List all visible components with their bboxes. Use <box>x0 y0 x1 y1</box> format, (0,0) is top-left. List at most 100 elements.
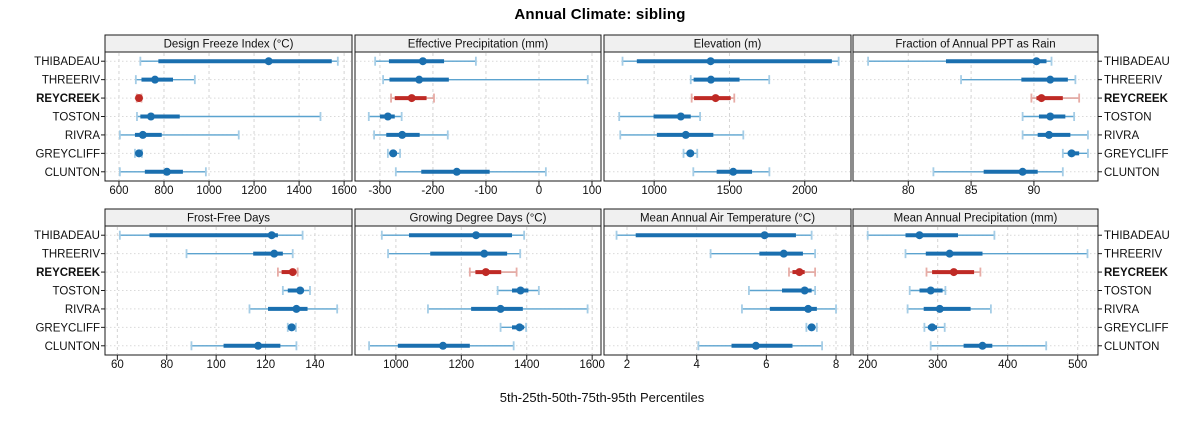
median-dot <box>978 341 987 350</box>
panel-design-freeze-index-c: 600 800 1000 1200 1400 1600 Design Freeze Inde… <box>104 34 357 197</box>
median-dot <box>162 167 171 176</box>
percentile-glyph-rivra <box>248 304 339 314</box>
x-tick-label: -200 <box>421 185 444 197</box>
median-dot <box>270 249 279 258</box>
median-dot <box>516 286 525 295</box>
median-dot <box>676 112 685 121</box>
percentile-glyph-reycreek <box>788 267 817 277</box>
median-dot <box>146 112 155 121</box>
site-label-right: GREYCLIFF <box>1104 322 1169 334</box>
percentile-glyph-toston <box>281 286 311 295</box>
median-dot <box>407 94 416 103</box>
median-dot <box>398 130 407 139</box>
median-dot <box>296 286 305 295</box>
site-label-left: GREYCLIFF <box>35 148 100 160</box>
panel-strip-title: Effective Precipitation (mm) <box>408 39 549 51</box>
percentile-glyph-thibadeau <box>867 56 1053 66</box>
x-tick-label: 60 <box>111 359 124 371</box>
site-label-right: TOSTON <box>1104 112 1152 124</box>
x-tick-label: 140 <box>305 359 324 371</box>
median-dot <box>1046 75 1055 84</box>
x-tick-label: 1500 <box>717 185 743 197</box>
percentile-glyph-rivra <box>619 130 745 140</box>
site-label-right: RIVRA <box>1104 130 1139 142</box>
panel-growing-degree-days-c: 1000 1200 1400 1600 Growing Degree Days (°C) <box>354 208 605 371</box>
x-tick-label: -100 <box>474 185 497 197</box>
percentile-glyph-threeriv <box>382 75 589 85</box>
median-dot <box>928 323 937 332</box>
panel-strip <box>603 34 852 53</box>
median-dot <box>134 149 143 158</box>
site-label-right: CLUNTON <box>1104 341 1159 353</box>
site-label-right: GREYCLIFF <box>1104 148 1169 160</box>
percentile-glyph-clunton <box>697 341 823 351</box>
percentile-glyph-clunton <box>929 341 1048 351</box>
percentile-glyph-reycreek <box>925 267 982 277</box>
median-dot <box>706 75 715 84</box>
median-dot <box>926 286 935 295</box>
percentile-glyph-threeriv <box>134 75 196 85</box>
percentile-glyph-toston <box>136 112 322 121</box>
panel-strip-title: Mean Annual Precipitation (mm) <box>894 213 1058 225</box>
x-tick-label: 800 <box>154 185 173 197</box>
percentile-glyph-thibadeau <box>380 230 526 240</box>
x-tick-label: 1600 <box>579 359 605 371</box>
panel-strip-title: Elevation (m) <box>694 39 762 51</box>
x-tick-label: 500 <box>1068 359 1087 371</box>
percentile-glyph-greycliff <box>805 322 818 332</box>
x-tick-label: 200 <box>858 359 877 371</box>
panel-strip <box>852 208 1099 227</box>
percentile-glyph-reycreek <box>134 93 143 103</box>
x-tick-label: 1200 <box>241 185 267 197</box>
median-dot <box>415 75 424 84</box>
x-tick-label: 1200 <box>449 359 475 371</box>
site-label-left: THREERIV <box>42 75 100 87</box>
median-dot <box>292 304 301 313</box>
percentile-glyph-reycreek <box>1030 93 1081 103</box>
median-dot <box>686 149 695 158</box>
site-label-left: TOSTON <box>53 286 101 298</box>
median-dot <box>949 268 958 277</box>
median-dot <box>472 231 481 240</box>
median-dot <box>254 341 263 350</box>
percentile-glyph-thibadeau <box>374 56 477 66</box>
median-dot <box>438 341 447 350</box>
x-tick-label: 90 <box>1028 185 1041 197</box>
median-dot <box>138 130 147 139</box>
x-tick-label: 0 <box>536 185 542 197</box>
site-label-right: REYCREEK <box>1104 93 1169 105</box>
median-dot <box>1032 57 1041 66</box>
site-label-left: GREYCLIFF <box>35 322 100 334</box>
median-dot <box>452 167 461 176</box>
panel-mean-annual-precipitation-mm: 200 300 400 500 Mean Annual Precipitation (m… <box>852 208 1099 371</box>
site-label-left: RIVRA <box>65 304 100 316</box>
percentile-glyph-threeriv <box>185 249 294 259</box>
site-label-left: THIBADEAU <box>34 230 100 242</box>
site-label-right: THIBADEAU <box>1104 230 1170 242</box>
percentile-glyph-toston <box>908 286 947 295</box>
percentile-glyph-greycliff <box>499 322 527 332</box>
median-dot <box>795 268 804 277</box>
x-tick-label: 300 <box>928 359 947 371</box>
median-dot <box>935 304 944 313</box>
percentile-glyph-rivra <box>118 130 240 140</box>
x-tick-label: 100 <box>207 359 226 371</box>
percentile-glyph-thibadeau <box>118 230 304 240</box>
panel-strip-title: Growing Degree Days (°C) <box>410 213 547 225</box>
median-dot <box>288 268 297 277</box>
percentile-glyph-greycliff <box>134 148 143 158</box>
percentile-glyph-clunton <box>118 167 207 177</box>
percentile-glyph-toston <box>1021 112 1076 121</box>
site-label-right: RIVRA <box>1104 304 1139 316</box>
x-tick-label: 1600 <box>331 185 357 197</box>
x-tick-label: 2000 <box>792 185 818 197</box>
site-label-left: CLUNTON <box>45 167 100 179</box>
median-dot <box>681 130 690 139</box>
site-label-left: THIBADEAU <box>34 56 100 68</box>
x-tick-label: 2 <box>624 359 630 371</box>
percentile-glyph-greycliff <box>386 148 401 158</box>
x-tick-label: 600 <box>109 185 128 197</box>
percentile-glyph-reycreek <box>468 267 518 277</box>
panel-strip-title: Mean Annual Air Temperature (°C) <box>640 213 815 225</box>
